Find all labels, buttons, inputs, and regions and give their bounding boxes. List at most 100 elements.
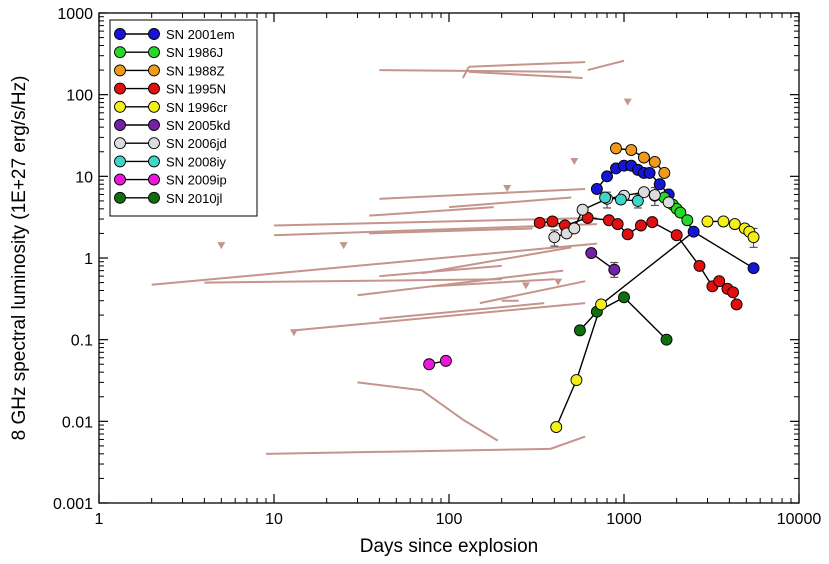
y-tick-label: 0.01 [62, 414, 93, 431]
data-layer [151, 59, 760, 455]
data-point [610, 142, 622, 155]
upper-limit-marker [570, 157, 579, 165]
data-point [576, 203, 589, 216]
legend-marker [148, 191, 160, 204]
legend-marker [148, 28, 160, 40]
data-point [637, 151, 650, 164]
data-point [614, 193, 627, 206]
legend-marker [114, 100, 126, 113]
reference-line [379, 302, 545, 320]
data-point [595, 298, 608, 311]
data-point [643, 167, 656, 179]
axis-ticks: 1 10 100 1000 10000 0.001 0.01 0.1 1 10 100 1000 [53, 6, 821, 528]
legend-label: SN 2009ip [166, 173, 227, 188]
data-point [611, 218, 624, 231]
y-tick-label: 1000 [57, 6, 93, 23]
x-axis-title: Days since explosion [360, 536, 538, 557]
data-point [599, 191, 612, 204]
data-point [601, 170, 613, 183]
y-tick-label: 0.1 [71, 333, 93, 350]
legend-label: SN 2006jd [166, 136, 227, 151]
data-point [687, 225, 700, 238]
y-tick-label: 0.001 [53, 496, 93, 513]
data-point [631, 194, 644, 207]
legend-label: SN 2010jl [166, 191, 222, 206]
reference-line [357, 381, 423, 392]
legend-marker [148, 82, 160, 95]
data-point [747, 262, 760, 275]
legend-label: SN 2005kd [166, 118, 230, 133]
data-point [646, 216, 659, 229]
legend-marker [148, 64, 160, 77]
data-point [662, 196, 675, 209]
upper-limit-marker [521, 282, 530, 290]
legend-label: SN 1986J [166, 45, 223, 60]
data-point [439, 354, 452, 367]
reference-line [379, 264, 502, 278]
legend-label: SN 1996cr [166, 100, 228, 115]
reference-line [448, 196, 572, 209]
connector-line [555, 231, 695, 428]
x-tick-label: 1 [95, 511, 104, 528]
reference-line [151, 242, 597, 286]
data-point [674, 206, 687, 219]
reference-line [587, 59, 625, 72]
reference-line [431, 278, 555, 288]
y-tick-label: 10 [75, 169, 93, 186]
data-point [648, 189, 661, 201]
data-point [727, 286, 740, 299]
data-point [548, 231, 561, 244]
data-point [618, 291, 630, 304]
series-line [579, 296, 668, 341]
y-tick-label: 1 [84, 251, 93, 268]
legend-marker [148, 100, 160, 113]
legend-marker [114, 137, 126, 150]
data-point [728, 218, 741, 231]
upper-limit-marker [554, 278, 563, 286]
data-point [653, 178, 666, 191]
y-tick-label: 100 [66, 88, 93, 105]
data-point [681, 214, 694, 227]
reference-line [293, 302, 586, 332]
legend-marker [114, 64, 126, 77]
data-point [573, 324, 586, 337]
upper-limit-marker [339, 242, 348, 250]
data-point [550, 421, 563, 434]
data-point [590, 183, 603, 195]
data-point [585, 247, 598, 259]
y-axis-title: 8 GHz spectral luminosity (1E+27 erg/s/H… [9, 76, 30, 441]
data-point [570, 374, 583, 387]
x-tick-label: 100 [436, 511, 463, 528]
x-tick-label: 10 [265, 511, 283, 528]
data-point [747, 231, 760, 244]
reference-line [357, 269, 564, 297]
upper-limit-marker [623, 98, 632, 106]
data-point [730, 298, 743, 311]
data-point [625, 144, 638, 156]
x-tick-label: 10000 [777, 511, 822, 528]
reference-line [550, 435, 586, 450]
upper-limit-marker [503, 184, 512, 192]
data-point [533, 216, 546, 229]
legend-label: SN 2008iy [166, 154, 226, 169]
legend-marker [114, 28, 126, 40]
legend-marker [114, 173, 126, 186]
data-point [637, 186, 650, 199]
reference-line [369, 206, 494, 217]
x-tick-label: 1000 [606, 511, 642, 528]
data-point [693, 259, 706, 272]
legend-marker [114, 119, 126, 131]
reference-line [479, 280, 586, 305]
data-point [701, 215, 714, 228]
reference-line [468, 61, 586, 68]
data-point [670, 229, 683, 242]
legend-marker [148, 137, 160, 150]
reference-line [379, 69, 572, 73]
reference-line [265, 447, 551, 455]
data-point [717, 215, 730, 228]
legend-marker [148, 155, 160, 168]
reference-line [468, 70, 583, 79]
legend-marker [114, 191, 126, 204]
